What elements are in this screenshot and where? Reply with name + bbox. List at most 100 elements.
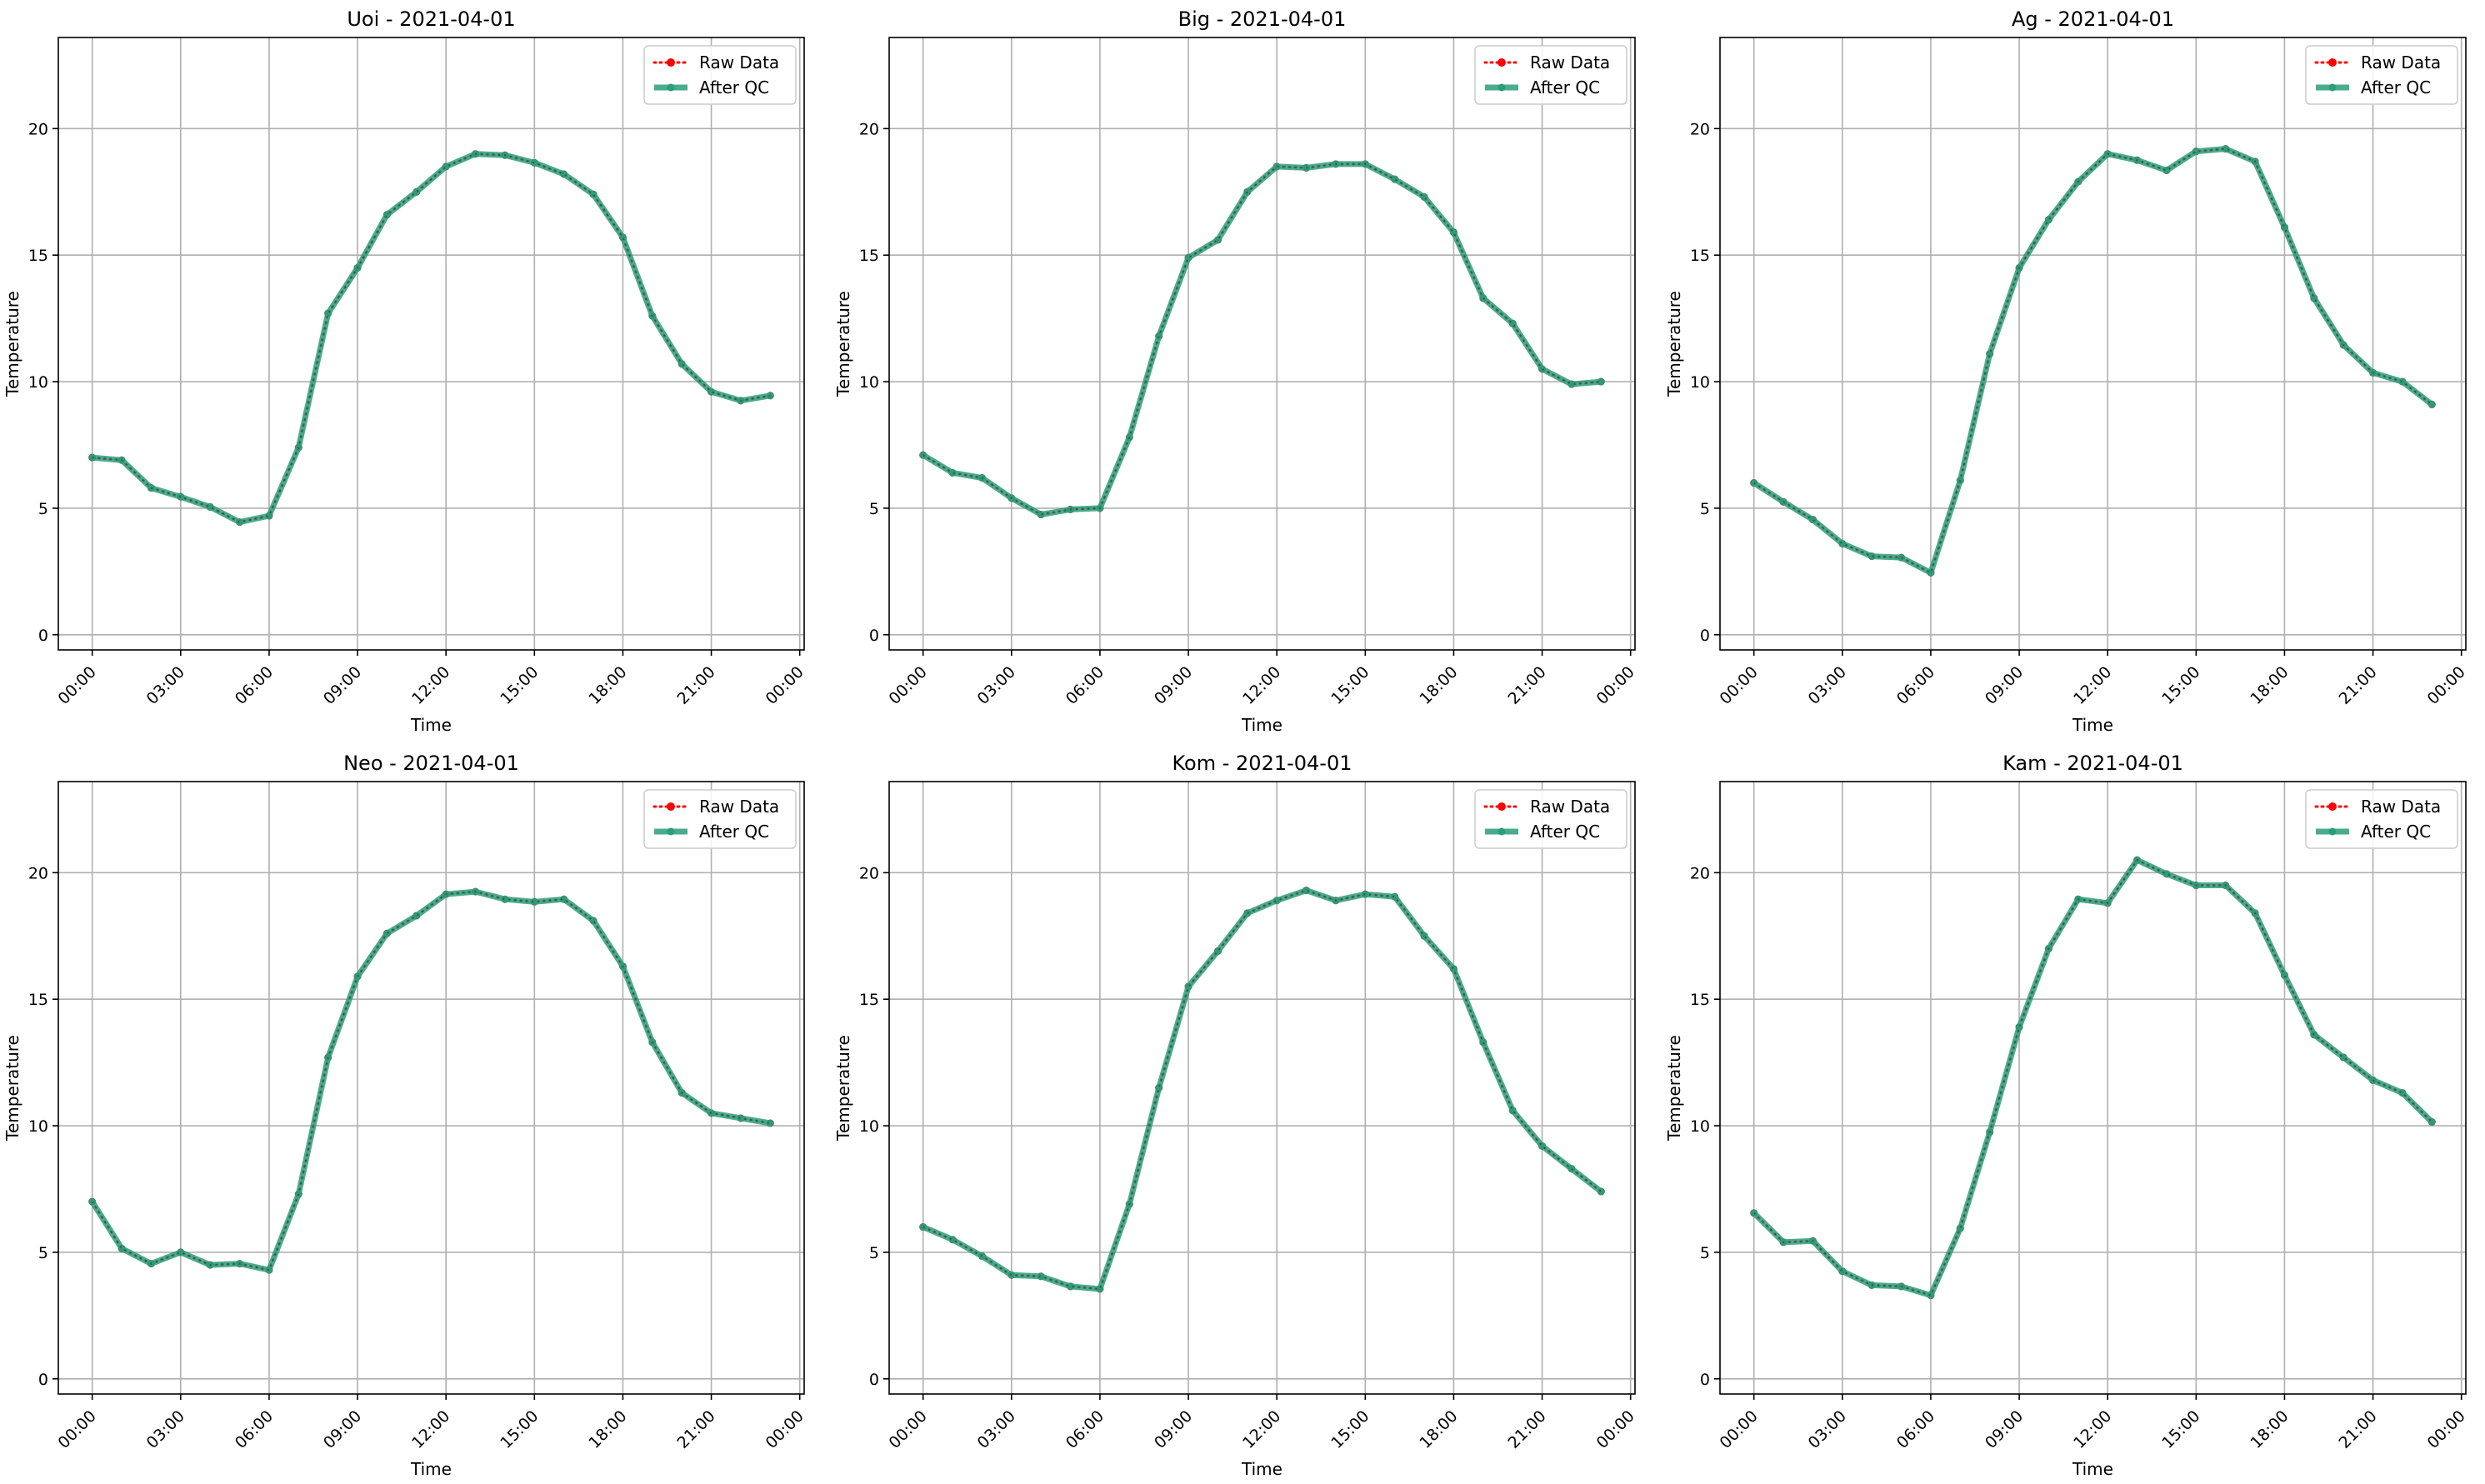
raw-data-overlay	[92, 152, 771, 523]
x-tick-label: 00:00	[1593, 1407, 1638, 1452]
y-tick-label: 20	[1690, 864, 1710, 882]
y-tick-label: 15	[28, 247, 48, 265]
after-qc-point	[382, 929, 391, 937]
legend-label-qc: After QC	[699, 77, 769, 97]
y-axis-label: Temperature	[1664, 291, 1684, 397]
x-tick-label: 06:00	[1893, 663, 1938, 708]
x-tick-label: 15:00	[1328, 1407, 1372, 1452]
y-tick-label: 0	[869, 1371, 879, 1389]
x-tick-label: 00:00	[55, 1407, 100, 1452]
subplot-0: 00:00 03:00 06:00 09:00 12:00 15:00 18:00 21:00…	[2, 7, 808, 735]
chart-title: Big - 2021-04-01	[1178, 7, 1347, 31]
after-qc-point	[2428, 1118, 2436, 1127]
chart-title: Uoi - 2021-04-01	[347, 7, 515, 31]
legend: Raw Data After QC	[643, 789, 797, 849]
after-qc-point	[1391, 892, 1399, 901]
x-tick-label: 18:00	[1416, 1407, 1461, 1452]
y-tick-label: 5	[38, 1244, 48, 1262]
after-qc-point	[88, 1197, 97, 1206]
after-qc-point	[948, 1236, 957, 1244]
x-tick-label: 18:00	[585, 663, 630, 708]
plot-area	[889, 37, 1635, 650]
after-qc-point	[1898, 553, 1906, 562]
x-axis-label: Time	[1241, 715, 1282, 735]
x-tick-label: 15:00	[497, 1407, 542, 1452]
chart-title: Ag - 2021-04-01	[2012, 7, 2174, 31]
x-tick-label: 09:00	[320, 663, 365, 708]
after-qc-point	[766, 392, 774, 400]
y-tick-label: 10	[1690, 1117, 1710, 1136]
legend-label-qc: After QC	[2361, 822, 2431, 842]
after-qc-point	[678, 360, 686, 368]
axes-frame	[1719, 37, 2467, 651]
plot-area	[1720, 37, 2466, 650]
legend-label-raw: Raw Data	[699, 797, 779, 817]
after-qc-point	[1479, 294, 1488, 302]
raw-data-overlay	[91, 891, 771, 1272]
after-qc-point	[1508, 1107, 1517, 1115]
x-tick-label: 15:00	[1328, 663, 1372, 708]
legend-qc-marker	[667, 83, 675, 92]
y-tick-label: 10	[28, 1117, 48, 1136]
after-qc-point	[1956, 477, 1964, 485]
legend-qc-marker	[2328, 827, 2337, 836]
after-qc-point	[737, 1114, 745, 1122]
subplot-5: 00:00 03:00 06:00 09:00 12:00 15:00 18:00 21:00…	[1664, 752, 2469, 1479]
y-tick-label: 5	[1700, 1244, 1710, 1262]
subplot-3: 00:00 03:00 06:00 09:00 12:00 15:00 18:00 21:00…	[2, 752, 808, 1479]
after-qc-point	[412, 912, 421, 920]
x-tick-label: 21:00	[1504, 663, 1549, 708]
x-tick-label: 09:00	[1151, 1407, 1196, 1452]
x-tick-label: 09:00	[1982, 1407, 2027, 1452]
after-qc-point	[1243, 187, 1252, 196]
chart-title: Kom - 2021-04-01	[1172, 752, 1352, 775]
after-qc-point	[2162, 166, 2171, 174]
x-tick-label: 12:00	[2070, 663, 2115, 708]
after-qc-point	[1037, 511, 1045, 519]
legend-label-raw: Raw Data	[699, 52, 779, 72]
y-axis-label: Temperature	[1664, 1035, 1684, 1142]
y-tick-label: 15	[1690, 247, 1710, 265]
y-tick-label: 20	[859, 120, 879, 138]
x-tick-label: 00:00	[1717, 1407, 1762, 1452]
x-tick-label: 00:00	[886, 1407, 931, 1452]
legend-qc-marker	[1498, 83, 1506, 92]
after-qc-point	[1067, 1282, 1075, 1291]
after-qc-point	[766, 1119, 774, 1127]
after-qc-point	[412, 187, 421, 196]
after-qc-point	[2398, 1089, 2407, 1097]
legend: Raw Data After QC	[2305, 45, 2458, 105]
after-qc-point	[1096, 1285, 1104, 1293]
after-qc-point	[1272, 162, 1281, 171]
x-tick-label: 18:00	[2247, 1407, 2292, 1452]
after-qc-point	[236, 518, 244, 527]
x-tick-label: 18:00	[585, 1407, 630, 1452]
y-tick-label: 0	[38, 627, 48, 645]
legend-qc-marker	[667, 827, 675, 836]
axes-frame	[888, 37, 1636, 651]
x-axis-label: Time	[410, 1459, 452, 1479]
y-tick-label: 15	[859, 247, 879, 265]
after-qc-point	[1538, 365, 1547, 373]
legend-label-raw: Raw Data	[1530, 797, 1610, 817]
legend: Raw Data After QC	[1474, 45, 1628, 105]
x-tick-label: 21:00	[2335, 1407, 2380, 1452]
after-qc-point	[118, 1244, 126, 1252]
plot-area	[58, 782, 804, 1394]
after-qc-point	[1155, 1084, 1163, 1092]
after-qc-point	[1868, 552, 1876, 561]
after-qc-point	[1272, 897, 1281, 905]
y-tick-label: 10	[859, 1117, 879, 1136]
after-qc-point	[1838, 1267, 1847, 1276]
subplot-2: 00:00 03:00 06:00 09:00 12:00 15:00 18:00 21:00…	[1664, 7, 2469, 735]
plot-area	[889, 782, 1635, 1394]
x-tick-label: 21:00	[673, 663, 718, 708]
legend-raw-marker	[2328, 802, 2337, 811]
legend-raw-marker	[667, 802, 675, 811]
legend-qc-marker	[2328, 83, 2337, 92]
legend-label-raw: Raw Data	[2361, 797, 2441, 817]
legend-label-qc: After QC	[1530, 77, 1600, 97]
legend-raw-marker	[1498, 58, 1506, 67]
after-qc-point	[1361, 890, 1369, 898]
axes-frame	[58, 37, 805, 651]
